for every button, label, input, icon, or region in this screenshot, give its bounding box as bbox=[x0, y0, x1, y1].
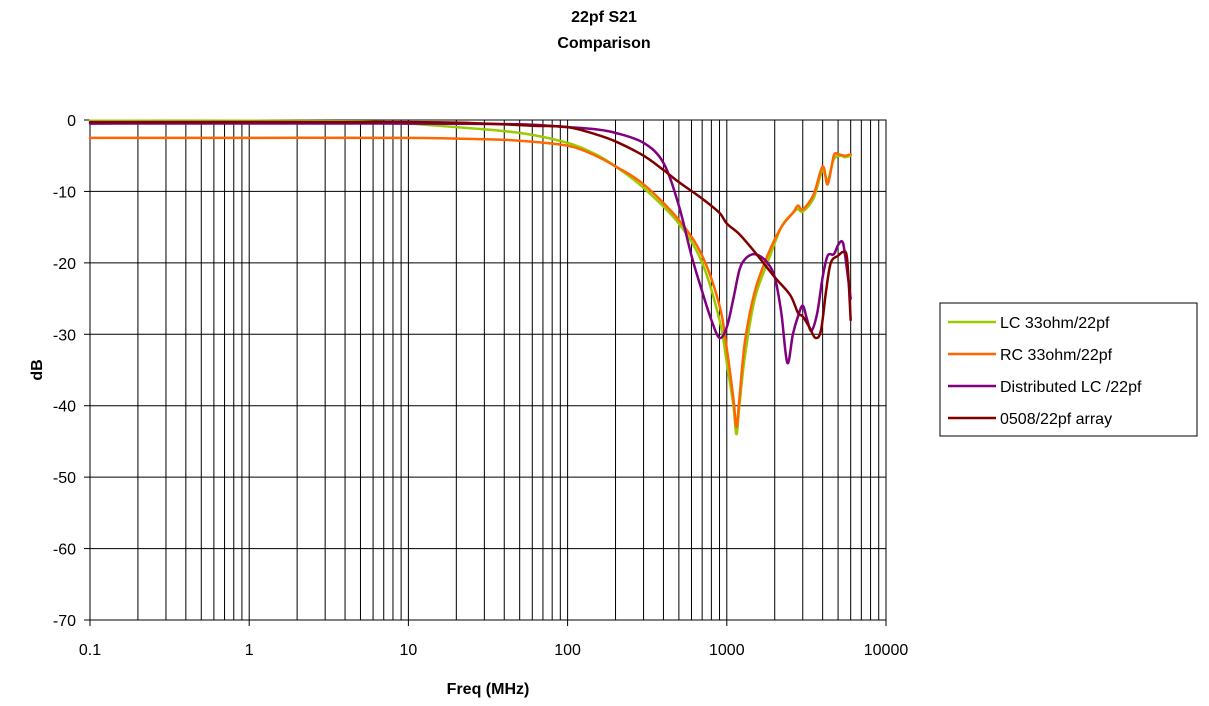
y-tick-label: -60 bbox=[53, 542, 76, 559]
y-tick-label: -20 bbox=[53, 256, 76, 273]
y-tick-label: -50 bbox=[53, 470, 76, 487]
tick-labels: 0 -10 -20 -30 -40 -50 -60 -700.1 1 10 100 1000 10000 bbox=[53, 113, 908, 659]
y-tick-label: -40 bbox=[53, 399, 76, 416]
y-tick-label: -70 bbox=[53, 613, 76, 630]
legend: LC 33ohm/22pf RC 33ohm/22pf Distributed LC… bbox=[939, 302, 1198, 437]
legend-label-1: LC 33ohm/22pf bbox=[1000, 315, 1110, 332]
grid-lines bbox=[90, 120, 886, 620]
legend-label-2: RC 33ohm/22pf bbox=[1000, 347, 1113, 364]
y-tick-label: -30 bbox=[53, 327, 76, 344]
data-series bbox=[88, 119, 852, 436]
legend-label-4: 0508/22pf array bbox=[1000, 411, 1112, 428]
x-tick-label: 10 bbox=[400, 642, 418, 659]
y-tick-label: -10 bbox=[53, 184, 76, 201]
series-line-4 bbox=[88, 120, 852, 340]
x-tick-label: 1000 bbox=[709, 642, 745, 659]
chart-title-line-1: 22pf S21 bbox=[571, 9, 637, 26]
chart-title-line-2: Comparison bbox=[557, 35, 650, 52]
legend-label-3: Distributed LC /22pf bbox=[1000, 379, 1142, 396]
legend-box bbox=[939, 302, 1198, 437]
series-line-1 bbox=[88, 119, 852, 436]
plot-border bbox=[89, 119, 887, 621]
y-axis-label: dB bbox=[29, 359, 46, 380]
plot-area bbox=[90, 120, 886, 620]
x-axis-label: Freq (MHz) bbox=[447, 681, 530, 698]
x-tick-label: 1 bbox=[245, 642, 254, 659]
x-tick-label: 100 bbox=[554, 642, 581, 659]
x-tick-label: 0.1 bbox=[79, 642, 101, 659]
x-tick-label: 10000 bbox=[864, 642, 909, 659]
y-tick-label: 0 bbox=[67, 113, 76, 130]
series-line-3 bbox=[88, 122, 852, 365]
series-line-2 bbox=[88, 136, 852, 429]
